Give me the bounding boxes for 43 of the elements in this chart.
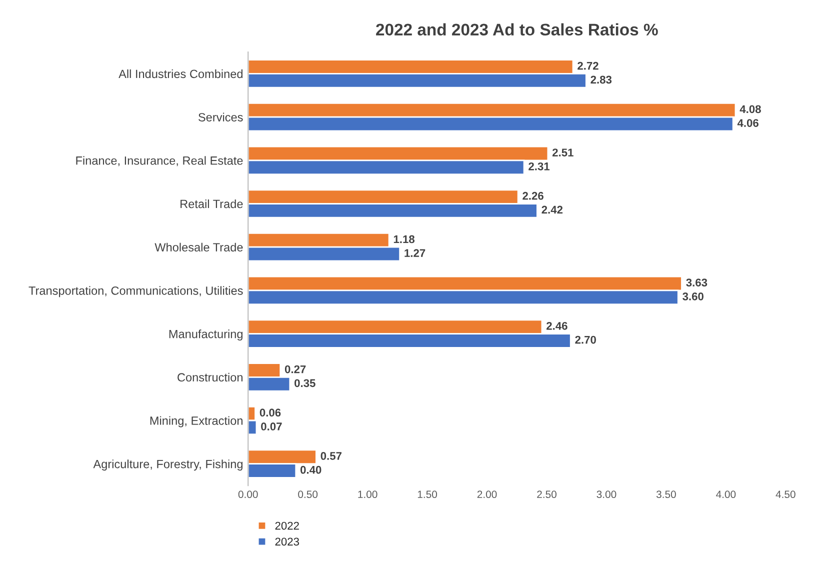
y-tick-label: Finance, Insurance, Real Estate xyxy=(76,156,243,166)
data-label: 2.72 xyxy=(578,62,598,70)
data-label: 4.06 xyxy=(737,119,758,127)
data-label: 2.51 xyxy=(552,148,574,156)
x-tick-label: 2.50 xyxy=(537,490,556,498)
data-label: 0.57 xyxy=(320,452,342,460)
x-tick-label: 0.50 xyxy=(298,490,318,498)
data-label: 2.42 xyxy=(542,206,563,214)
data-label: 0.06 xyxy=(260,408,281,417)
data-label: 0.35 xyxy=(294,379,316,388)
y-tick-label: All Industries Combined xyxy=(118,69,242,78)
x-tick-label: 4.00 xyxy=(716,490,736,498)
x-tick-label: 1.00 xyxy=(358,490,378,498)
data-label: 2.46 xyxy=(546,322,568,330)
y-tick-label: Retail Trade xyxy=(180,199,243,208)
data-label: 0.27 xyxy=(284,365,306,374)
x-tick-label: 0.00 xyxy=(238,490,258,498)
data-label: 2.31 xyxy=(528,162,550,170)
y-tick-label: Wholesale Trade xyxy=(154,242,243,252)
legend-label: 2023 xyxy=(275,538,299,546)
data-label: 2.70 xyxy=(575,336,596,344)
y-tick-label: Transportation, Communications, Utilities xyxy=(28,286,243,298)
data-label: 4.08 xyxy=(740,105,761,114)
data-label: 0.07 xyxy=(261,422,282,430)
y-tick-label: Mining, Extraction xyxy=(150,416,242,428)
legend-label: 2022 xyxy=(275,522,299,530)
x-tick-label: 1.50 xyxy=(418,490,438,498)
y-tick-label: Services xyxy=(198,112,243,122)
x-tick-label: 3.00 xyxy=(596,490,616,498)
data-label: 1.18 xyxy=(394,235,415,244)
y-tick-label: Agriculture, Forestry, Fishing xyxy=(93,460,242,471)
data-label: 2.26 xyxy=(522,192,544,200)
x-tick-label: 3.50 xyxy=(656,490,676,498)
x-tick-label: 4.50 xyxy=(776,490,796,498)
data-label: 0.40 xyxy=(300,466,322,474)
chart-title: 2022 and 2023 Ad to Sales Ratios % xyxy=(376,23,658,36)
data-label: 2.83 xyxy=(590,76,612,84)
y-tick-label: Construction xyxy=(178,372,242,382)
data-label: 3.63 xyxy=(686,278,708,287)
x-tick-label: 2.00 xyxy=(477,490,497,498)
data-label: 1.27 xyxy=(404,249,426,257)
y-tick-label: Manufacturing xyxy=(169,330,242,341)
data-label: 3.60 xyxy=(682,292,704,300)
